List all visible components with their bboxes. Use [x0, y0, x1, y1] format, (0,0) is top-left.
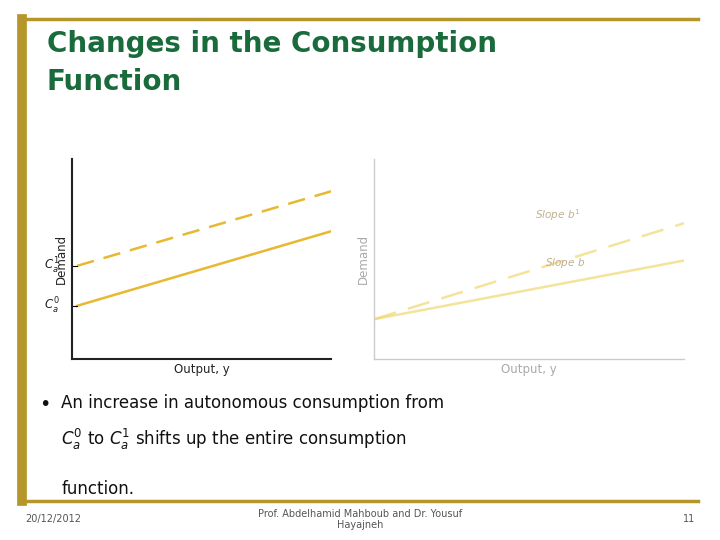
Text: Slope $b$: Slope $b$	[545, 256, 585, 270]
Text: $C^0_a$: $C^0_a$	[44, 296, 59, 316]
Text: •: •	[40, 395, 51, 414]
X-axis label: Output, y: Output, y	[501, 363, 557, 376]
Text: An increase in autonomous consumption from: An increase in autonomous consumption fr…	[61, 394, 444, 412]
Text: Function: Function	[47, 68, 182, 96]
Text: Prof. Abdelhamid Mahboub and Dr. Yousuf
Hayajneh: Prof. Abdelhamid Mahboub and Dr. Yousuf …	[258, 509, 462, 530]
Text: Slope $b^1$: Slope $b^1$	[536, 207, 581, 223]
Text: $C^0_a$ to $C^1_a$ shifts up the entire consumption: $C^0_a$ to $C^1_a$ shifts up the entire …	[61, 427, 407, 451]
Text: $C^1_a$: $C^1_a$	[44, 256, 59, 276]
Text: 11: 11	[683, 515, 695, 524]
Text: Changes in the Consumption: Changes in the Consumption	[47, 30, 497, 58]
Text: 20/12/2012: 20/12/2012	[25, 515, 81, 524]
Y-axis label: Demand: Demand	[357, 234, 370, 284]
Y-axis label: Demand: Demand	[55, 234, 68, 284]
Text: function.: function.	[61, 480, 134, 497]
X-axis label: Output, y: Output, y	[174, 363, 230, 376]
